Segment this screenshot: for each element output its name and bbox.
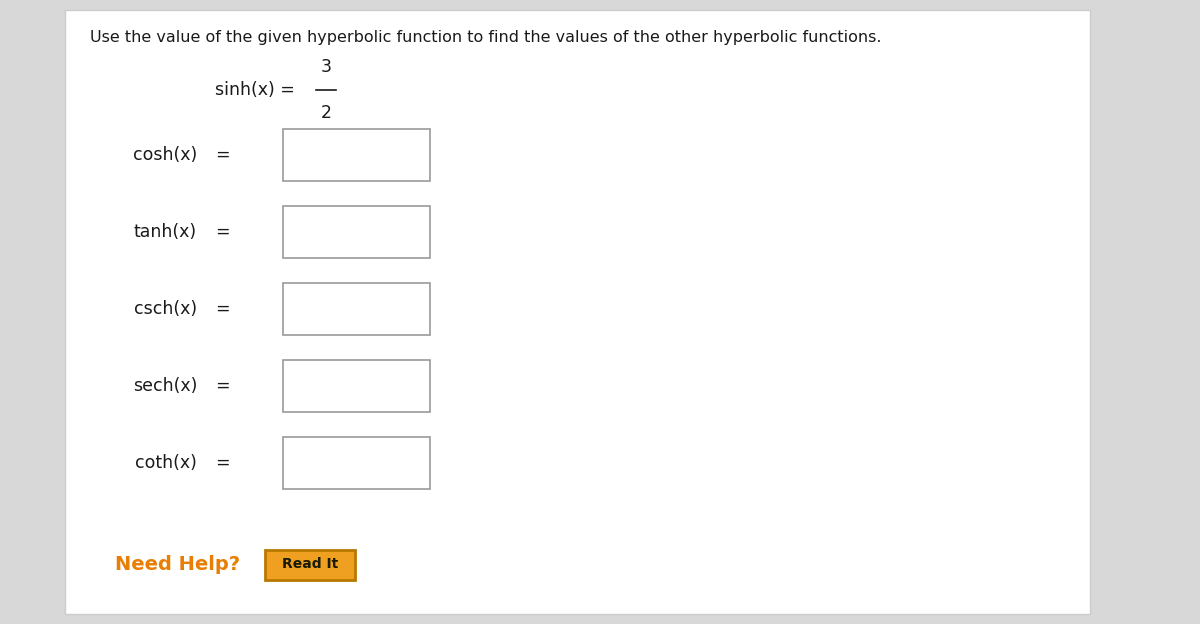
- FancyBboxPatch shape: [265, 550, 355, 580]
- Text: =: =: [215, 300, 229, 318]
- Text: =: =: [215, 146, 229, 164]
- Text: =: =: [215, 454, 229, 472]
- Text: Read It: Read It: [282, 557, 338, 571]
- FancyBboxPatch shape: [283, 360, 430, 412]
- Text: sinh(x) =: sinh(x) =: [215, 81, 300, 99]
- FancyBboxPatch shape: [283, 129, 430, 181]
- Text: coth(x): coth(x): [136, 454, 197, 472]
- Text: sech(x): sech(x): [133, 377, 197, 395]
- Text: =: =: [215, 377, 229, 395]
- Text: tanh(x): tanh(x): [134, 223, 197, 241]
- Text: 3: 3: [320, 58, 331, 76]
- Text: =: =: [215, 223, 229, 241]
- Text: Use the value of the given hyperbolic function to find the values of the other h: Use the value of the given hyperbolic fu…: [90, 30, 882, 45]
- FancyBboxPatch shape: [283, 206, 430, 258]
- FancyBboxPatch shape: [283, 437, 430, 489]
- Text: Need Help?: Need Help?: [115, 555, 240, 573]
- FancyBboxPatch shape: [65, 10, 1090, 614]
- FancyBboxPatch shape: [283, 283, 430, 335]
- Text: 2: 2: [320, 104, 331, 122]
- Text: csch(x): csch(x): [134, 300, 197, 318]
- Text: cosh(x): cosh(x): [133, 146, 197, 164]
